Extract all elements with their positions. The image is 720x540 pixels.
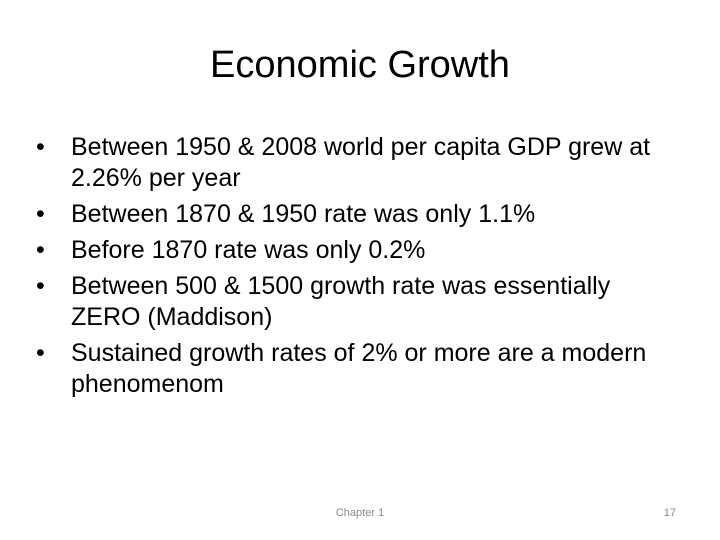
bullet: Sustained growth rates of 2% or more are… <box>36 338 656 400</box>
page-number: 17 <box>663 507 676 519</box>
bullet: Between 500 & 1500 growth rate was essen… <box>36 271 656 333</box>
bullet-list: Between 1950 & 2008 world per capita GDP… <box>36 132 656 405</box>
bullet: Between 1950 & 2008 world per capita GDP… <box>36 132 656 194</box>
bullet: Before 1870 rate was only 0.2% <box>36 235 656 266</box>
footer-chapter: Chapter 1 <box>335 507 385 519</box>
slide-title: Economic Growth <box>210 44 510 86</box>
bullet: Between 1870 & 1950 rate was only 1.1% <box>36 199 656 230</box>
